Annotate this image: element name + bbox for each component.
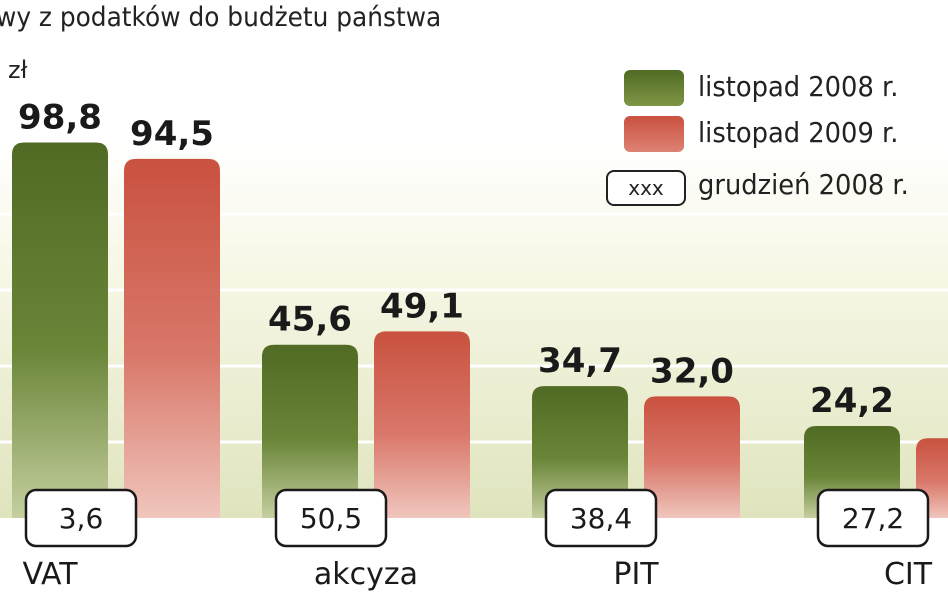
value-label-akcyza-nov-2008: 45,6: [268, 300, 352, 340]
chart-title: wy z podatków do budżetu państwa: [0, 2, 442, 33]
category-labels: VAT akcyza PIT CIT: [22, 557, 932, 592]
box-label-cit: 27,2: [842, 502, 904, 535]
box-vat: [24, 488, 138, 548]
bar-pit-nov-2008: [532, 386, 628, 518]
unit-label: zł: [8, 56, 28, 84]
value-label-vat-nov-2009: 94,5: [130, 114, 214, 154]
bars: [12, 142, 948, 518]
value-label-akcyza-nov-2009: 49,1: [380, 286, 464, 326]
value-label-pit-nov-2009: 32,0: [650, 351, 734, 391]
legend-label: listopad 2009 r.: [698, 116, 899, 149]
category-label-akcyza: akcyza: [314, 557, 418, 592]
value-label-cit-nov-2008: 24,2: [810, 381, 894, 421]
bar-vat-nov-2008: [12, 142, 108, 518]
box-akcyza: [274, 488, 388, 548]
value-label-vat-nov-2008: 98,8: [18, 98, 102, 138]
legend-swatch-red: [624, 116, 684, 152]
december-boxes: 3,6 50,5 38,4 27,2: [24, 488, 930, 548]
bar-akcyza-nov-2009: [374, 331, 470, 518]
value-label-pit-nov-2008: 34,7: [538, 341, 622, 381]
value-labels: 98,894,545,649,134,732,024,22: [18, 98, 894, 421]
category-label-cit: CIT: [884, 557, 933, 592]
legend-box-sample: xxx: [606, 170, 686, 206]
legend-label: grudzień 2008 r.: [698, 168, 909, 201]
legend-label: listopad 2008 r.: [698, 70, 899, 103]
box-label-akcyza: 50,5: [300, 502, 362, 535]
category-label-vat: VAT: [22, 557, 78, 592]
category-label-pit: PIT: [613, 557, 659, 592]
bar-akcyza-nov-2008: [262, 344, 358, 518]
legend-swatch-green: [624, 70, 684, 106]
box-label-pit: 38,4: [570, 502, 632, 535]
bar-pit-nov-2009: [644, 396, 740, 518]
box-label-vat: 3,6: [59, 502, 104, 535]
box-cit: [816, 488, 930, 548]
box-pit: [544, 488, 658, 548]
bar-vat-nov-2009: [124, 158, 220, 518]
